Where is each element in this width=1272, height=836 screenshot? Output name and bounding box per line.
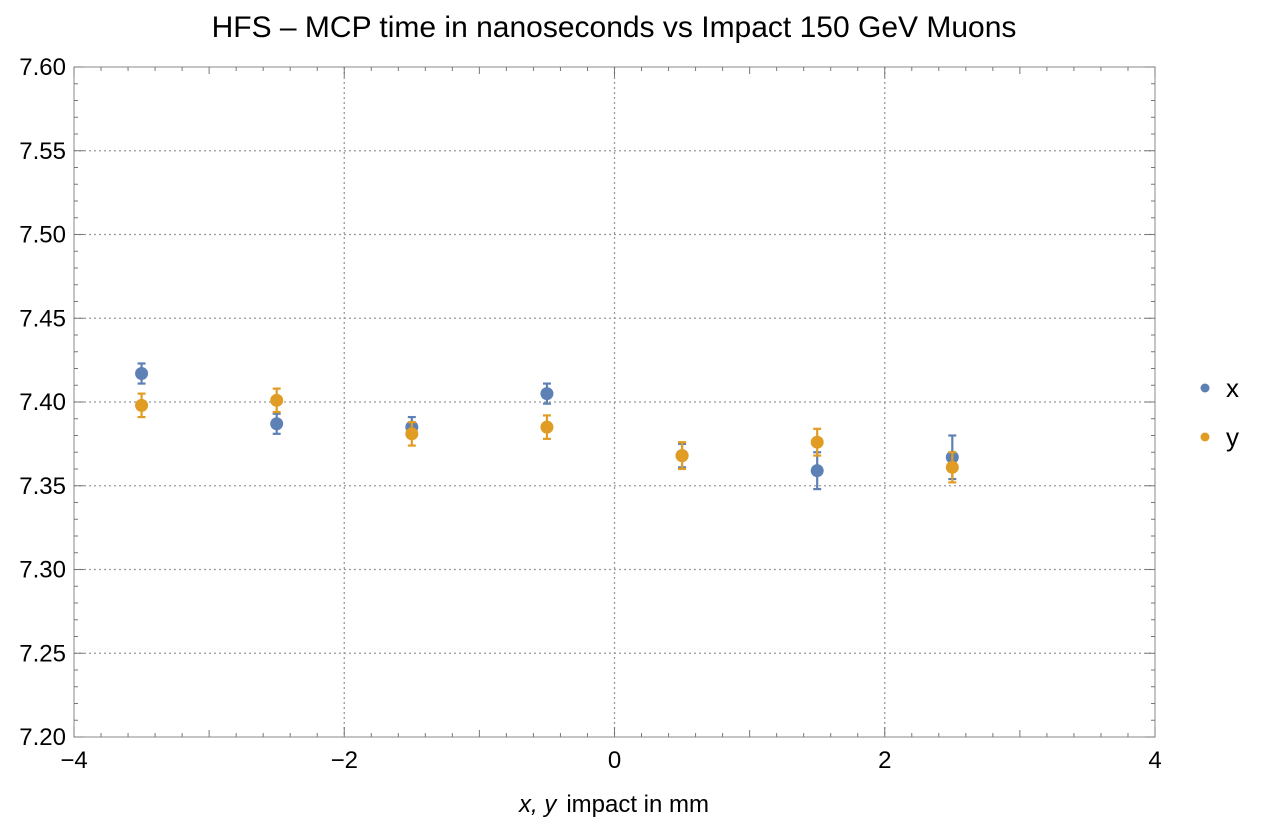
data-point [540, 420, 554, 434]
data-points [135, 362, 959, 491]
legend-label-y: y [1226, 422, 1239, 452]
data-point [270, 393, 284, 407]
data-point [135, 367, 149, 381]
x-tick-labels: −4 −2 0 2 4 [60, 747, 1161, 774]
data-point [810, 464, 824, 478]
chart-title: HFS – MCP time in nanoseconds vs Impact … [212, 11, 1017, 44]
y-tick-label: 7.40 [19, 389, 66, 416]
x-axis-label-vars: x, y [518, 791, 558, 818]
data-point [810, 435, 824, 449]
legend-label-x: x [1226, 373, 1239, 403]
x-axis-label-text: impact in mm [566, 791, 709, 818]
y-tick-label: 7.55 [19, 138, 66, 165]
y-tick-label: 7.50 [19, 222, 66, 249]
y-tick-label: 7.30 [19, 557, 66, 584]
y-tick-label: 7.45 [19, 305, 66, 332]
x-axis-label: x, y impact in mm [518, 791, 709, 818]
axis-ticks [73, 66, 1156, 738]
x-tick-label: 4 [1148, 747, 1161, 774]
y-tick-label: 7.35 [19, 473, 66, 500]
data-point [270, 417, 284, 431]
legend-marker-y [1200, 432, 1210, 442]
data-point [135, 398, 149, 412]
y-tick-label: 7.25 [19, 640, 66, 667]
x-tick-label: 0 [608, 747, 621, 774]
series-y [135, 387, 959, 484]
y-tick-label: 7.20 [19, 724, 66, 751]
legend-marker-x [1200, 383, 1210, 393]
data-point [540, 387, 554, 401]
legend: xy [1200, 373, 1239, 452]
x-tick-label: 2 [878, 747, 891, 774]
x-tick-label: −2 [331, 747, 358, 774]
y-tick-label: 7.60 [19, 54, 66, 81]
data-point [945, 460, 959, 474]
data-point [675, 449, 689, 463]
data-point [405, 427, 419, 441]
grid [74, 67, 1155, 737]
x-tick-label: −4 [60, 747, 87, 774]
y-tick-labels: 7.20 7.25 7.30 7.35 7.40 7.45 7.50 7.55 7.60 [19, 54, 66, 751]
